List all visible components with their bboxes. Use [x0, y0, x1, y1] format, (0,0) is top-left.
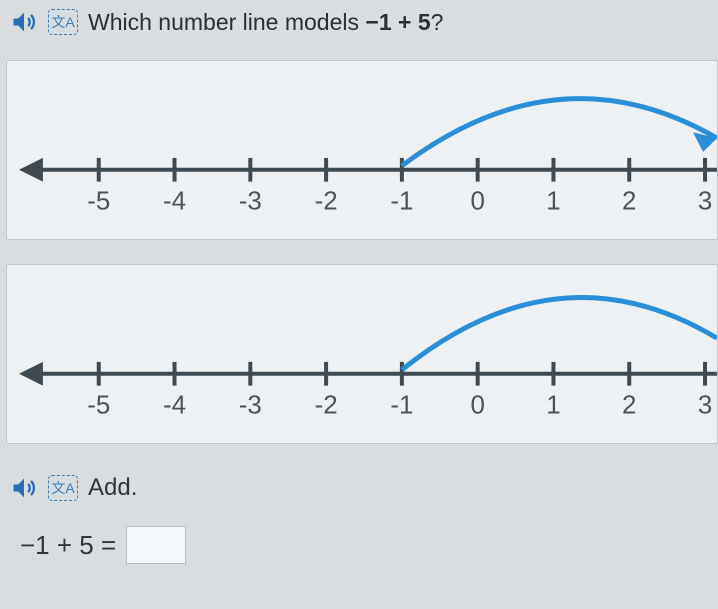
speaker-icon[interactable] [10, 474, 38, 502]
svg-text:2: 2 [622, 391, 636, 419]
language-glyph: 文A [51, 12, 74, 32]
numberline-option-2[interactable]: -5 -4 -3 -2 -1 0 1 2 3 [6, 264, 718, 444]
svg-text:-3: -3 [239, 391, 262, 419]
svg-text:-2: -2 [315, 391, 338, 419]
svg-text:-5: -5 [87, 187, 110, 215]
question-suffix: ? [431, 9, 444, 35]
language-glyph: 文A [51, 478, 74, 498]
language-icon[interactable]: 文A [48, 475, 78, 501]
numberline-option-1[interactable]: -5 -4 -3 -2 -1 0 1 2 3 [6, 60, 718, 240]
question-expression: −1 + 5 [365, 9, 430, 35]
svg-text:-1: -1 [390, 391, 413, 419]
svg-text:0: 0 [470, 187, 484, 215]
svg-text:2: 2 [622, 187, 636, 215]
equation-row: −1 + 5 = [0, 512, 718, 564]
svg-text:-2: -2 [315, 187, 338, 215]
svg-text:0: 0 [470, 391, 484, 419]
svg-text:-5: -5 [87, 391, 110, 419]
language-icon[interactable]: 文A [48, 9, 78, 35]
svg-text:-4: -4 [163, 187, 186, 215]
svg-text:-3: -3 [239, 187, 262, 215]
question-text: Which number line models −1 + 5? [88, 9, 443, 36]
svg-text:-1: -1 [390, 187, 413, 215]
add-row: 文A Add. [0, 468, 718, 512]
add-label: Add. [88, 474, 137, 502]
question-prefix: Which number line models [88, 9, 365, 35]
svg-text:1: 1 [546, 187, 560, 215]
speaker-icon[interactable] [10, 8, 38, 36]
answer-input[interactable] [126, 526, 186, 564]
svg-text:3: 3 [698, 391, 712, 419]
svg-text:1: 1 [546, 391, 560, 419]
svg-text:-4: -4 [163, 391, 186, 419]
equation-text: −1 + 5 = [20, 530, 116, 561]
question-row: 文A Which number line models −1 + 5? [0, 0, 718, 52]
svg-text:3: 3 [698, 187, 712, 215]
